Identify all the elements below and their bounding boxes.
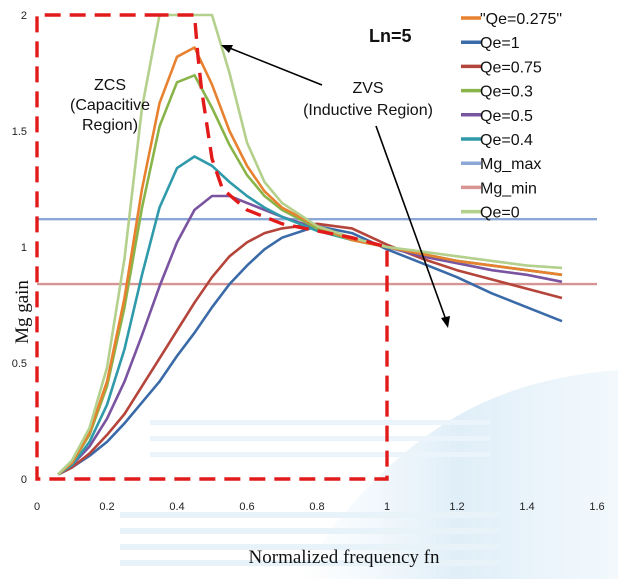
x-axis-label: Normalized frequency fn <box>249 547 440 568</box>
legend-label: Qe=0.4 <box>480 132 533 149</box>
x-tick-label: 0.4 <box>169 501 184 513</box>
legend: "Qe=0.275" Qe=1 Qe=0.75 Qe=0.3 Qe=0.5 Qe=0.4 M… <box>461 11 562 222</box>
legend-label: Qe=0.5 <box>480 108 533 125</box>
x-tick-label: 0 <box>34 501 40 513</box>
arrow-down-head <box>441 316 450 328</box>
plot-area <box>35 13 597 481</box>
x-tick-label: 1.6 <box>589 501 604 513</box>
legend-item-mg-max: Mg_max <box>461 156 541 173</box>
y-tick-label: 1.5 <box>12 126 27 138</box>
y-tick-label: 0.5 <box>12 358 27 370</box>
legend-label: Mg_max <box>480 156 541 173</box>
zvs-annotation: ZVS (Inductive Region) <box>303 80 433 119</box>
zcs-label-line-2: (Capacitive <box>70 97 150 114</box>
series-line-qe-0-75 <box>57 222 563 476</box>
legend-label: "Qe=0.275" <box>480 11 562 28</box>
series-line-qe-1 <box>57 224 563 476</box>
legend-item-qe-0: Qe=0 <box>461 205 520 222</box>
arrow-down <box>375 125 447 321</box>
x-tick-label: 1 <box>384 501 390 513</box>
y-tick-label: 2 <box>21 10 27 22</box>
arrow-to-peak <box>226 46 323 86</box>
legend-item-qe-0-5: Qe=0.5 <box>461 108 533 125</box>
series-line-qe-0-275 <box>57 46 563 476</box>
zvs-arrows <box>221 45 450 328</box>
y-tick-label: 0 <box>21 474 27 486</box>
legend-item-qe-0-3: Qe=0.3 <box>461 84 533 101</box>
axis-ticks: 0 0.2 0.4 0.6 0.8 1 1.2 1.4 1.6 0 0.5 1 1.5 2 <box>12 10 605 513</box>
x-tick-label: 1.2 <box>449 501 464 513</box>
legend-item-qe-0-275: "Qe=0.275" <box>461 11 562 28</box>
x-tick-label: 0.8 <box>309 501 324 513</box>
arrow-to-peak-head <box>221 45 233 53</box>
zcs-annotation: ZCS (Capacitive Region) <box>70 77 150 134</box>
x-tick-label: 1.4 <box>519 501 534 513</box>
legend-label: Qe=0.75 <box>480 59 542 76</box>
watermark <box>120 370 618 579</box>
ln-annotation: Ln=5 <box>369 26 412 46</box>
y-axis-label: Mg gain <box>12 280 33 344</box>
series-line-qe-0 <box>57 13 563 476</box>
legend-item-qe-1: Qe=1 <box>461 35 520 52</box>
legend-label: Mg_min <box>480 180 537 197</box>
legend-label: Qe=1 <box>480 35 520 52</box>
region-boundary-line <box>35 13 389 481</box>
legend-item-qe-0-75: Qe=0.75 <box>461 59 542 76</box>
y-tick-label: 1 <box>21 242 27 254</box>
legend-item-mg-min: Mg_min <box>461 180 537 197</box>
legend-label: Qe=0.3 <box>480 84 533 101</box>
zvs-label-line-2: (Inductive Region) <box>303 102 433 119</box>
x-tick-label: 0.2 <box>99 501 114 513</box>
x-tick-label: 0.6 <box>239 501 254 513</box>
zvs-label-line-1: ZVS <box>352 80 383 97</box>
legend-label: Qe=0 <box>480 205 520 222</box>
series-line-qe-0-5 <box>57 194 563 476</box>
legend-item-qe-0-4: Qe=0.4 <box>461 132 533 149</box>
zcs-label-line-1: ZCS <box>94 77 126 94</box>
zcs-label-line-3: Region) <box>82 117 138 134</box>
